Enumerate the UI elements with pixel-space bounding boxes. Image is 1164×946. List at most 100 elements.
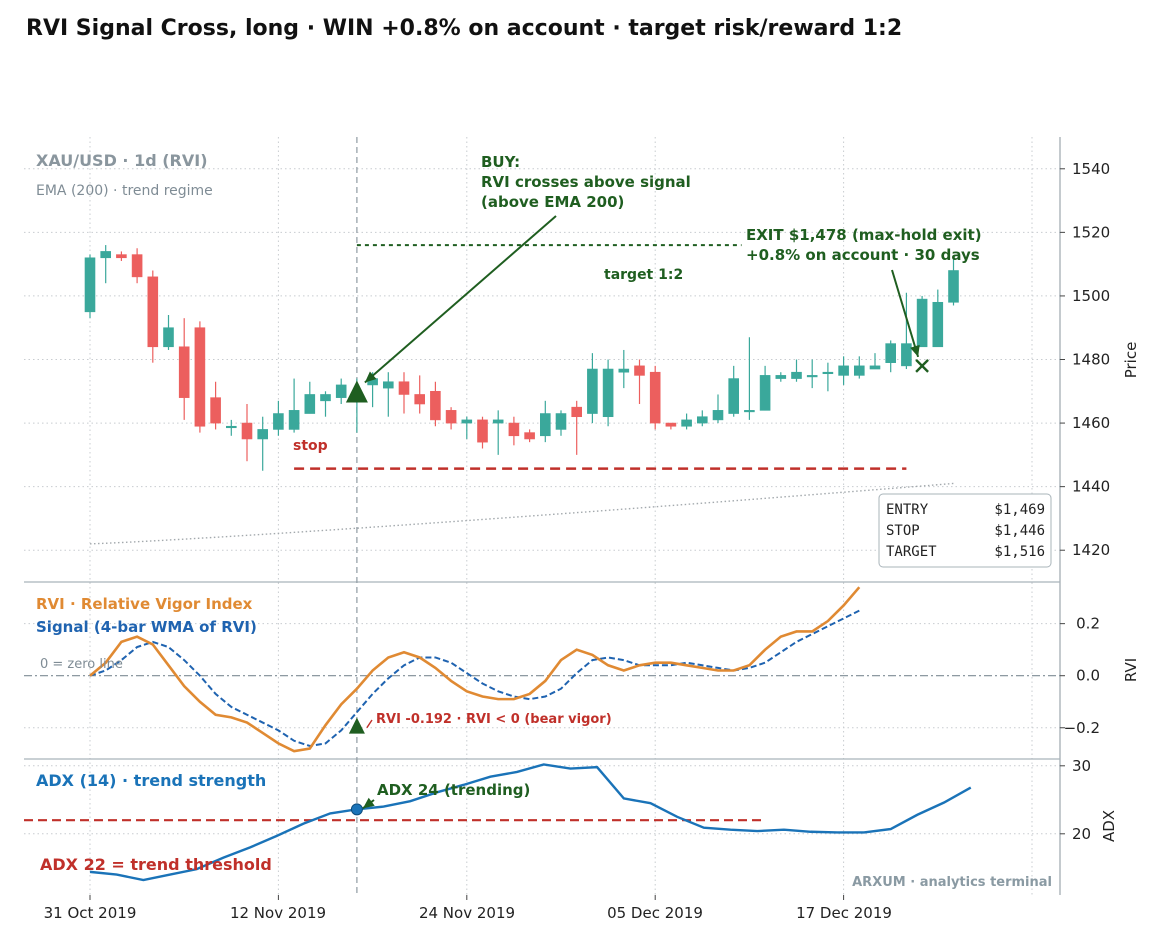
candle-body: [744, 410, 755, 413]
candle-body: [916, 298, 928, 348]
candle-body: [602, 368, 614, 418]
adx-tick-label-30: 30: [1072, 757, 1091, 775]
x-tick-label-1: 12 Nov 2019: [230, 904, 326, 922]
candle-body: [210, 397, 221, 424]
candle-body: [163, 327, 174, 348]
summary-stop-value: $1,446: [994, 523, 1045, 539]
candle-body: [382, 381, 394, 389]
price-tick-label-1540: 1540: [1072, 160, 1110, 178]
grid-lines: [24, 137, 1060, 895]
panel-frames: [24, 137, 1061, 895]
adx-tick-label-20: 20: [1072, 825, 1091, 843]
signal-legend-label: Signal (4-bar WMA of RVI): [36, 618, 257, 636]
adx-legend-label: ADX (14) · trend strength: [36, 771, 266, 790]
candle-body: [335, 384, 347, 398]
candle-body: [304, 394, 316, 414]
x-tick-label-2: 24 Nov 2019: [419, 904, 515, 922]
buy-arrow-head: [364, 371, 377, 383]
summary-entry-key: ENTRY: [886, 502, 929, 518]
adx-threshold-label: ADX 22 = trend threshold: [40, 855, 272, 874]
candle-body: [84, 257, 96, 313]
exit-arrow-head: [910, 344, 920, 357]
rvi-legend-label: RVI · Relative Vigor Index: [36, 595, 253, 613]
axes: 1420 1440 1460 1480 1500 1520 1540 −0.2 0.0 0.2 20…: [89, 160, 1110, 900]
exit-marker-stroke-2: [915, 359, 929, 373]
rvi-cross-marker: [348, 717, 365, 734]
price-axis-label: Price: [1122, 342, 1140, 379]
candle-body: [194, 327, 206, 427]
candle-body: [791, 371, 802, 379]
x-tick-label-4: 17 Dec 2019: [796, 904, 892, 922]
candle-body: [869, 365, 881, 370]
candle-body: [885, 343, 897, 363]
adx-axis-label: ADX: [1100, 810, 1118, 842]
candle-body: [477, 419, 488, 443]
ema-200-line: [89, 482, 954, 545]
candle-body: [759, 375, 771, 411]
price-tick-label-1480: 1480: [1072, 351, 1110, 369]
price-tick-label-1440: 1440: [1072, 478, 1110, 496]
ema-label: EMA (200) · trend regime: [36, 183, 213, 199]
candle-body: [681, 419, 692, 427]
candle-body: [147, 276, 159, 348]
summary-stop-key: STOP: [886, 523, 920, 539]
entry-marker: [345, 380, 368, 403]
candle-body: [775, 375, 787, 379]
adx-entry-dot: [350, 803, 363, 816]
target-label: target 1:2: [604, 267, 683, 283]
summary-entry-value: $1,469: [994, 502, 1045, 518]
rvi-tick-label-0.2: 0.2: [1076, 615, 1100, 633]
signal-line: [89, 609, 860, 748]
price-tick-label-1520: 1520: [1072, 223, 1110, 241]
watermark: ARXUM · analytics terminal: [852, 875, 1052, 890]
summary-box: ENTRY $1,469 STOP $1,446 TARGET $1,516: [878, 493, 1052, 568]
candle-body: [508, 422, 520, 437]
x-tick-label-0: 31 Oct 2019: [44, 904, 137, 922]
candle-body: [838, 365, 849, 376]
buy-annotation-line-1: BUY:: [481, 153, 520, 171]
candle-body: [853, 365, 865, 376]
adx-annotation: ADX 24 (trending): [377, 781, 530, 799]
candle-body: [649, 371, 661, 424]
candle-body: [241, 422, 253, 440]
buy-annotation-line-3: (above EMA 200): [481, 193, 624, 211]
candle-body: [445, 410, 457, 424]
buy-arrow-shaft: [364, 215, 557, 384]
candle-body: [901, 343, 912, 367]
price-panel: [84, 215, 959, 545]
zero-line-label: 0 = zero line: [40, 657, 123, 672]
candle-body: [932, 301, 944, 348]
rvi-panel: [24, 586, 1060, 753]
candle-body: [696, 416, 708, 424]
candle-body: [178, 346, 190, 398]
page-title: RVI Signal Cross, long · WIN +0.8% on ac…: [26, 16, 903, 41]
rvi-annotation-arrow: [366, 719, 373, 729]
candle-body: [320, 394, 331, 402]
price-tick-label-1500: 1500: [1072, 287, 1110, 305]
price-tick-label-1460: 1460: [1072, 414, 1110, 432]
exit-annotation-line-1: EXIT $1,478 (max-hold exit): [746, 226, 982, 244]
candle-body: [822, 371, 834, 375]
candle-body: [414, 394, 426, 405]
candle-body: [131, 254, 143, 278]
candle-body: [539, 413, 551, 437]
exit-annotation-line-2: +0.8% on account · 30 days: [746, 246, 980, 264]
candle-body: [257, 429, 269, 440]
candle-body: [288, 410, 300, 430]
rvi-line: [89, 586, 861, 753]
candle-body: [398, 381, 410, 395]
adx-line: [89, 763, 972, 882]
adx-annotation-arrow-head: [362, 797, 375, 809]
candle-body: [665, 422, 677, 427]
candle-body: [571, 406, 583, 418]
candle-body: [587, 368, 598, 414]
rvi-annotation: RVI -0.192 · RVI < 0 (bear vigor): [376, 712, 612, 727]
price-tick-label-1420: 1420: [1072, 541, 1110, 559]
candle-body: [116, 254, 127, 259]
candle-body: [524, 432, 535, 440]
summary-target-key: TARGET: [886, 544, 937, 560]
candle-body: [555, 413, 567, 430]
rvi-tick-label-0: 0.0: [1076, 667, 1100, 685]
candle-body: [273, 413, 284, 430]
